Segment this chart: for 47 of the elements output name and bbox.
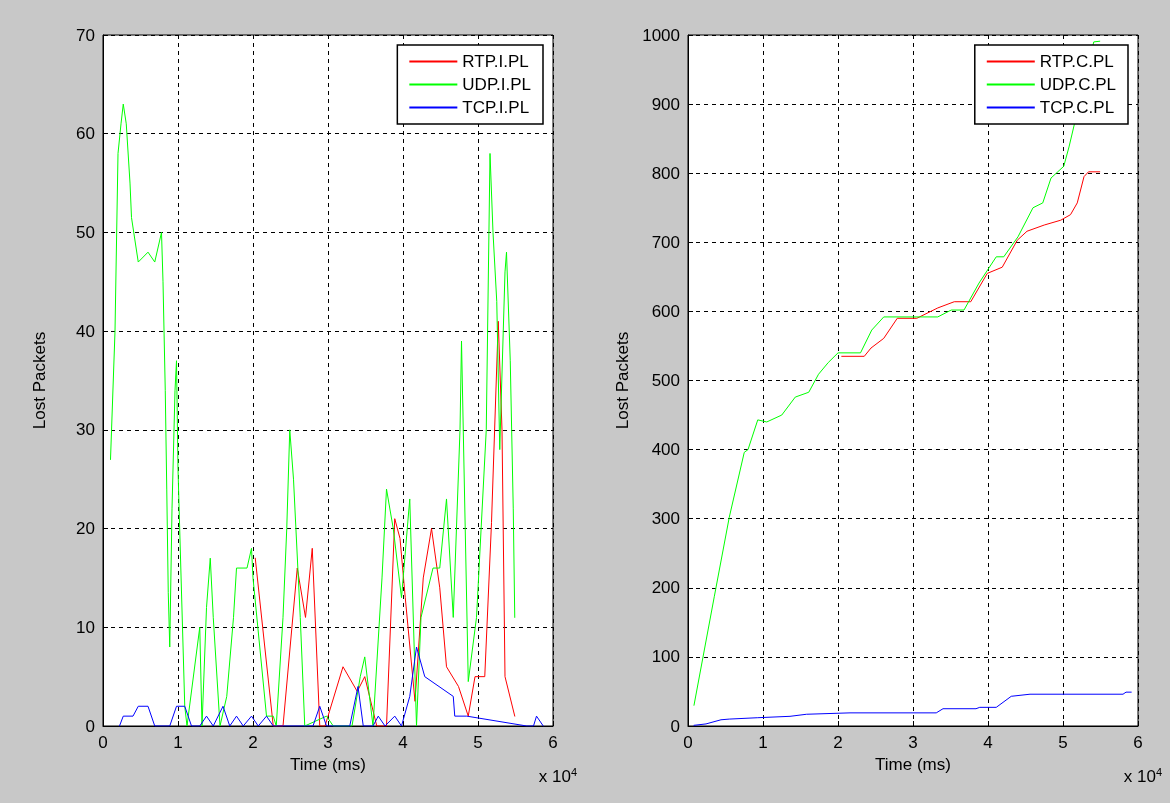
y-tick-label: 50 xyxy=(76,222,95,242)
x-tick-label: 5 xyxy=(473,733,483,752)
legend-label: UDP.C.PL xyxy=(1039,75,1116,94)
y-tick-label: 100 xyxy=(651,647,680,667)
y-tick-label: 200 xyxy=(651,578,680,598)
x-tick-label: 4 xyxy=(398,733,408,752)
y-tick-label: 700 xyxy=(651,232,680,252)
y-tick-label: 10 xyxy=(76,617,95,637)
x-tick-label: 0 xyxy=(98,733,108,752)
x-tick-label: 1 xyxy=(173,733,183,752)
line-series xyxy=(254,320,516,727)
y-tick-label: 40 xyxy=(76,321,95,341)
y-tick-label: 60 xyxy=(76,124,95,144)
x-tick-label: 6 xyxy=(548,733,558,752)
y-tick-label: 600 xyxy=(651,301,680,321)
legend-label: RTP.C.PL xyxy=(1039,52,1114,71)
y-tick-label: 20 xyxy=(76,519,95,539)
line-series xyxy=(841,171,1101,357)
legend-label: RTP.I.PL xyxy=(462,52,529,71)
x-tick-label: 3 xyxy=(908,733,918,752)
y-axis-title: Lost Packets xyxy=(613,331,633,430)
line-series xyxy=(693,691,1132,726)
legend-label: UDP.I.PL xyxy=(462,75,532,94)
y-tick-label: 800 xyxy=(651,163,680,183)
x-tick-label: 2 xyxy=(248,733,258,752)
legend-label: TCP.I.PL xyxy=(462,98,530,117)
x-tick-label: 6 xyxy=(1133,733,1143,752)
y-tick-label: 0 xyxy=(670,716,680,736)
y-tick-label: 300 xyxy=(651,509,680,529)
legend-label: TCP.C.PL xyxy=(1039,98,1115,117)
x-tick-label: 2 xyxy=(833,733,843,752)
x-tick-label: 1 xyxy=(758,733,768,752)
x-tick-label: 3 xyxy=(323,733,333,752)
y-tick-label: 900 xyxy=(651,94,680,114)
x-tick-label: 5 xyxy=(1058,733,1068,752)
line-series xyxy=(119,646,544,727)
y-tick-label: 1000 xyxy=(642,25,680,45)
x-tick-label: 4 xyxy=(983,733,993,752)
x-tick-label: 0 xyxy=(683,733,693,752)
y-tick-label: 70 xyxy=(76,25,95,45)
y-tick-label: 30 xyxy=(76,420,95,440)
y-tick-label: 500 xyxy=(651,371,680,390)
x-axis-title: Time (ms) xyxy=(875,754,951,774)
y-tick-label: 400 xyxy=(651,440,680,460)
x-axis-title: Time (ms) xyxy=(290,754,366,774)
y-tick-label: 0 xyxy=(85,716,95,736)
y-axis-title: Lost Packets xyxy=(30,331,49,430)
